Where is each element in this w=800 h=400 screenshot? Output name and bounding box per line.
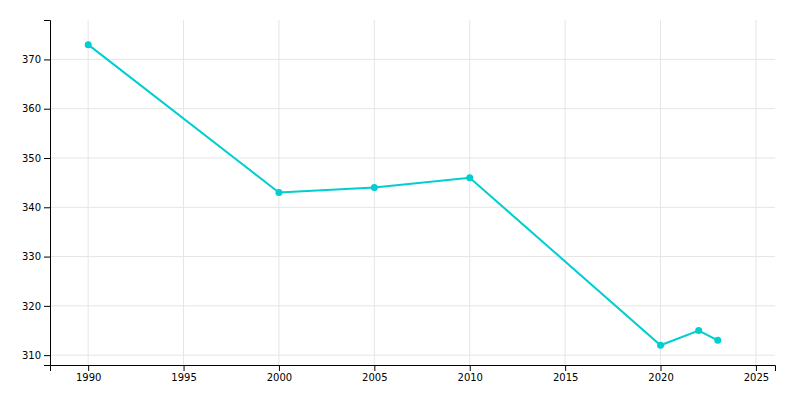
tick: 1990: [76, 365, 101, 383]
tick-mark: [44, 158, 50, 159]
tick: 2005: [362, 365, 387, 383]
marker: [85, 41, 92, 48]
grid-line-y: [50, 256, 775, 257]
tick-mark: [44, 257, 50, 258]
tick: 340: [22, 202, 50, 213]
grid-line-x: [660, 20, 661, 365]
marker: [275, 189, 282, 196]
tick-label: 310: [22, 350, 41, 361]
marks: [85, 41, 722, 349]
tick: 370: [22, 54, 50, 65]
tick-label: 2015: [553, 372, 578, 383]
tick-label: 1990: [76, 372, 101, 383]
grid-line-x: [469, 20, 470, 365]
grid-line-x: [755, 20, 756, 365]
grid-line-y: [50, 355, 775, 356]
marker: [371, 184, 378, 191]
tick-mark: [756, 365, 757, 371]
chart-container: 1990 1995 2000 2005 2010 2015 2020 2025 310 320 33…: [0, 0, 800, 400]
plot: 1990 1995 2000 2005 2010 2015 2020 2025 310 320 33…: [22, 20, 776, 383]
grid-line-y: [50, 207, 775, 208]
grid-line-y: [50, 108, 775, 109]
grid-line-y: [50, 305, 775, 306]
tick-label: 330: [22, 251, 41, 262]
tick-mark: [44, 207, 50, 208]
tick-mark: [44, 109, 50, 110]
tick: 2010: [458, 365, 483, 383]
tick-label: 1995: [171, 372, 196, 383]
grid-line-x: [374, 20, 375, 365]
tick-mark: [279, 365, 280, 371]
tick-mark: [44, 59, 50, 60]
tick: 2015: [553, 365, 578, 383]
tick-label: 350: [22, 153, 41, 164]
tick: 360: [22, 103, 50, 114]
tick-label: 2020: [648, 372, 673, 383]
tick: 320: [22, 301, 50, 312]
marker: [466, 174, 473, 181]
tick-mark: [565, 365, 566, 371]
tick-label: 340: [22, 202, 41, 213]
tick-mark: [88, 365, 89, 371]
chart: 1990 1995 2000 2005 2010 2015 2020 2025 310 320 33…: [0, 0, 800, 400]
marker: [657, 342, 664, 349]
tick: 330: [22, 251, 50, 262]
tick-mark: [470, 365, 471, 371]
grid-line-x: [183, 20, 184, 365]
tick-label: 370: [22, 54, 41, 65]
tick: 2000: [267, 365, 292, 383]
tick-mark: [374, 365, 375, 371]
tick-mark: [184, 365, 185, 371]
grid: [50, 20, 775, 365]
tick: 310: [22, 350, 50, 361]
axis-line: [44, 21, 51, 366]
tick-mark: [661, 365, 662, 371]
grid-line-y: [50, 59, 775, 60]
tick: 2025: [744, 365, 769, 383]
y-axis: 310 320 330 340 350 360 370: [22, 21, 51, 366]
tick-label: 2005: [362, 372, 387, 383]
axis-line: [51, 366, 776, 372]
grid-line-x: [88, 20, 89, 365]
grid-line-x: [565, 20, 566, 365]
tick-label: 320: [22, 301, 41, 312]
tick-mark: [44, 355, 50, 356]
tick-mark: [44, 306, 50, 307]
line: [88, 45, 718, 346]
tick-label: 360: [22, 103, 41, 114]
tick-label: 2025: [744, 372, 769, 383]
grid-line-y: [50, 158, 775, 159]
marker: [695, 327, 702, 334]
x-axis: 1990 1995 2000 2005 2010 2015 2020 2025: [51, 365, 776, 383]
tick-label: 2000: [267, 372, 292, 383]
tick: 1995: [171, 365, 196, 383]
marker: [714, 337, 721, 344]
tick-label: 2010: [458, 372, 483, 383]
tick: 2020: [648, 365, 673, 383]
tick: 350: [22, 153, 50, 164]
